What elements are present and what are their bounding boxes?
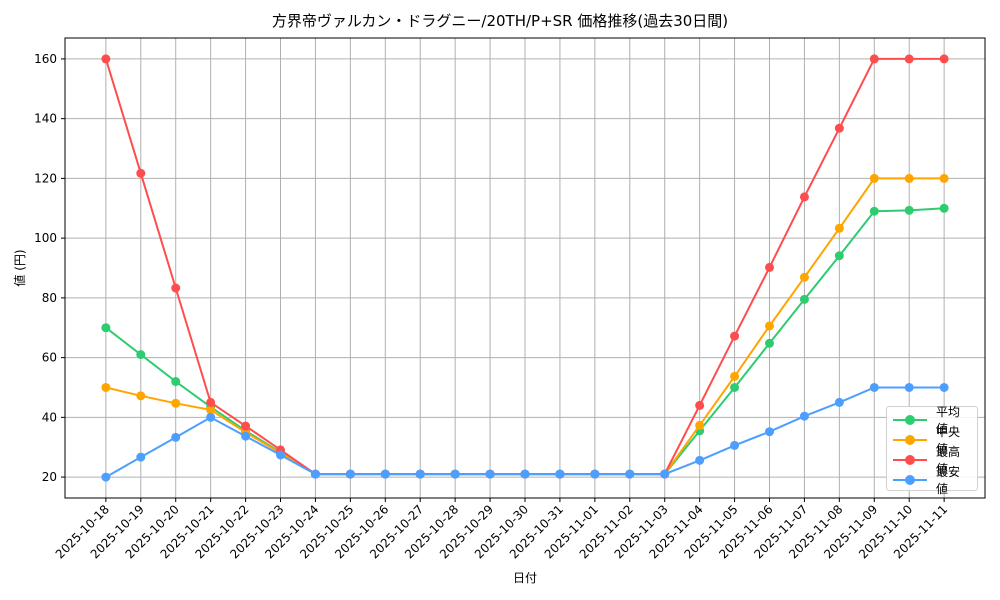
- y-tick-label: 20: [42, 470, 57, 484]
- data-point[interactable]: [101, 382, 111, 392]
- data-point[interactable]: [730, 371, 740, 381]
- data-point[interactable]: [136, 452, 146, 462]
- data-point[interactable]: [764, 321, 774, 331]
- legend-label: 最安値: [936, 465, 961, 496]
- data-point[interactable]: [764, 262, 774, 272]
- data-point[interactable]: [939, 173, 949, 183]
- data-point[interactable]: [869, 173, 879, 183]
- data-point[interactable]: [695, 455, 705, 465]
- x-axis-label: 日付: [513, 571, 537, 585]
- data-point[interactable]: [834, 223, 844, 233]
- legend-item: 最高値: [893, 445, 971, 476]
- legend-item: 平均値: [893, 405, 971, 436]
- data-point[interactable]: [904, 382, 914, 392]
- x-axis-ticks: 2025-10-182025-10-192025-10-202025-10-21…: [53, 498, 950, 561]
- data-point[interactable]: [625, 469, 635, 479]
- legend-label: 中央値: [936, 425, 961, 456]
- y-tick-label: 160: [34, 52, 57, 66]
- data-point[interactable]: [136, 350, 146, 360]
- y-tick-label: 40: [42, 410, 57, 424]
- y-tick-label: 120: [34, 171, 57, 185]
- data-point[interactable]: [799, 272, 809, 282]
- data-point[interactable]: [799, 411, 809, 421]
- data-point[interactable]: [241, 421, 251, 431]
- data-point[interactable]: [834, 123, 844, 133]
- data-point[interactable]: [345, 469, 355, 479]
- data-point[interactable]: [171, 377, 181, 387]
- data-point[interactable]: [101, 472, 111, 482]
- data-point[interactable]: [171, 398, 181, 408]
- data-point[interactable]: [730, 382, 740, 392]
- data-point[interactable]: [590, 469, 600, 479]
- data-point[interactable]: [904, 173, 914, 183]
- y-tick-label: 100: [34, 231, 57, 245]
- data-point[interactable]: [799, 294, 809, 304]
- legend-label: 最高値: [936, 445, 961, 476]
- legend-marker-icon: [893, 435, 927, 445]
- y-axis-ticks: 20 40 60 80 100 120 140 160: [34, 52, 65, 484]
- data-point[interactable]: [764, 338, 774, 348]
- data-point[interactable]: [730, 331, 740, 341]
- data-point[interactable]: [310, 469, 320, 479]
- data-point[interactable]: [206, 397, 216, 407]
- data-point[interactable]: [520, 469, 530, 479]
- data-point[interactable]: [136, 391, 146, 401]
- data-point[interactable]: [136, 168, 146, 178]
- y-tick-label: 60: [42, 351, 57, 365]
- data-point[interactable]: [660, 469, 670, 479]
- y-tick-label: 140: [34, 112, 57, 126]
- data-point[interactable]: [939, 382, 949, 392]
- data-point[interactable]: [834, 251, 844, 261]
- data-point[interactable]: [101, 323, 111, 333]
- grid-lines: [65, 38, 985, 498]
- legend-marker-icon: [893, 455, 927, 465]
- data-point[interactable]: [799, 192, 809, 202]
- data-point[interactable]: [939, 54, 949, 64]
- data-point[interactable]: [206, 405, 216, 415]
- y-axis-label: 値 (円): [12, 249, 27, 286]
- legend-marker-icon: [893, 475, 927, 485]
- series-layer: [101, 54, 949, 482]
- data-point[interactable]: [171, 283, 181, 293]
- data-point[interactable]: [695, 420, 705, 430]
- chart-title: 方界帝ヴァルカン・ドラグニー/20TH/P+SR 価格推移(過去30日間): [271, 12, 729, 30]
- legend-item: 最安値: [893, 465, 971, 496]
- data-point[interactable]: [869, 54, 879, 64]
- data-point[interactable]: [730, 440, 740, 450]
- data-point[interactable]: [904, 54, 914, 64]
- data-point[interactable]: [101, 54, 111, 64]
- y-tick-label: 80: [42, 291, 57, 305]
- data-point[interactable]: [695, 400, 705, 410]
- data-point[interactable]: [206, 412, 216, 422]
- legend-marker-icon: [893, 415, 927, 425]
- data-point[interactable]: [869, 206, 879, 216]
- data-point[interactable]: [939, 203, 949, 213]
- legend-item: 中央値: [893, 425, 971, 456]
- legend-label: 平均値: [936, 405, 961, 436]
- series-3: [101, 382, 949, 482]
- data-point[interactable]: [241, 431, 251, 441]
- data-point[interactable]: [904, 205, 914, 215]
- data-point[interactable]: [764, 427, 774, 437]
- data-point[interactable]: [555, 469, 565, 479]
- data-point[interactable]: [450, 469, 460, 479]
- legend: 平均値 中央値 最高値 最安値: [886, 405, 978, 496]
- data-point[interactable]: [834, 397, 844, 407]
- data-point[interactable]: [171, 432, 181, 442]
- data-point[interactable]: [869, 382, 879, 392]
- data-point[interactable]: [276, 450, 286, 460]
- data-point[interactable]: [380, 469, 390, 479]
- data-point[interactable]: [415, 469, 425, 479]
- data-point[interactable]: [485, 469, 495, 479]
